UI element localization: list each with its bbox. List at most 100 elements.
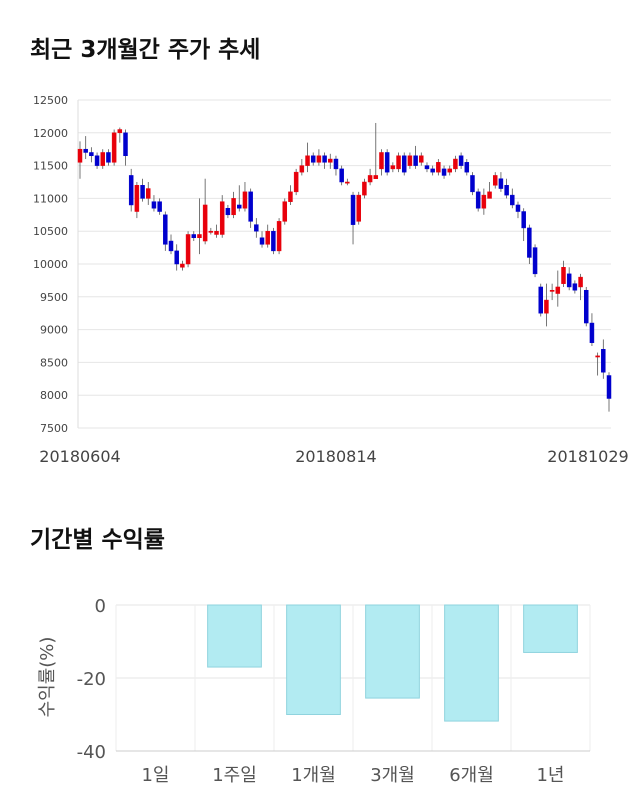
candle-body: [146, 188, 151, 199]
returns-chart-y-ticks: 0 -20 -40: [77, 596, 106, 763]
price-candlestick-chart: 7500 8000 8500 9000 9500 10000 10500 11000 11500…: [33, 94, 629, 466]
candle-body: [572, 283, 578, 291]
candle-body: [475, 191, 481, 209]
candle-body: [481, 194, 487, 209]
price-y-tick-label: 8000: [40, 389, 68, 402]
candle-body: [384, 152, 390, 173]
candle-body: [407, 155, 413, 166]
price-y-tick-label: 12000: [33, 127, 68, 140]
candle-body: [111, 132, 117, 163]
candle-body: [333, 158, 339, 170]
candle-body: [123, 132, 128, 157]
returns-bar: [286, 604, 341, 715]
returns-bar: [523, 604, 578, 653]
candle-body: [180, 263, 185, 268]
candle-body: [498, 178, 504, 189]
candle-body: [396, 155, 401, 170]
price-y-tick-label: 10500: [33, 225, 68, 238]
candle-body: [219, 201, 225, 235]
candle-body: [356, 194, 361, 222]
candle-body: [83, 148, 88, 153]
candle-body: [424, 165, 430, 170]
returns-x-tick-label: 1주일: [212, 765, 257, 786]
candle-body: [544, 299, 549, 314]
candle-body: [117, 129, 123, 134]
candle-body: [521, 211, 526, 229]
returns-bar: [444, 604, 499, 722]
candle-body: [248, 191, 253, 222]
candle-body: [430, 168, 435, 173]
returns-bar: [207, 604, 262, 668]
candle-body: [487, 191, 492, 199]
candle-body: [492, 175, 498, 186]
candle-body: [601, 349, 606, 373]
returns-x-tick-label: 1일: [141, 765, 169, 786]
candle-body: [151, 201, 157, 209]
returns-y-tick-label: -20: [77, 669, 106, 690]
price-y-tick-label: 11500: [33, 160, 68, 173]
candle-body: [265, 230, 270, 245]
candle-body: [276, 221, 282, 252]
returns-chart-gridlines: [115, 604, 591, 752]
candle-body: [390, 165, 396, 170]
price-chart-y-ticks: 7500 8000 8500 9000 9500 10000 10500 11000 11500…: [33, 94, 68, 435]
candle-body: [208, 230, 214, 233]
candle-body: [106, 152, 111, 163]
candle-body: [515, 204, 521, 212]
candle-body: [310, 155, 316, 163]
candle-body: [237, 204, 242, 209]
candle-body: [561, 267, 566, 284]
candle-body: [367, 175, 373, 183]
candle-body: [527, 227, 532, 258]
candle-body: [174, 250, 179, 265]
candle-body: [532, 247, 538, 275]
candle-body: [157, 201, 162, 212]
returns-y-axis-label: 수익률(%): [37, 637, 58, 718]
candle-body: [168, 240, 174, 252]
candle-body: [197, 234, 202, 239]
candle-body: [282, 201, 288, 222]
price-chart-gridlines: [77, 99, 611, 429]
candle-body: [163, 214, 168, 245]
returns-y-tick-label: 0: [95, 596, 106, 617]
candle-body: [185, 234, 191, 265]
candle-body: [453, 158, 458, 170]
period-returns-title: 기간별 수익률: [30, 527, 165, 553]
returns-x-tick-label: 1개월: [291, 765, 336, 786]
candle-body: [259, 237, 265, 245]
price-y-tick-label: 8500: [40, 356, 68, 369]
candle-body: [288, 191, 293, 202]
returns-x-tick-label: 6개월: [449, 765, 494, 786]
candle-body: [350, 194, 356, 225]
candle-body: [345, 181, 350, 184]
candle-body: [225, 207, 231, 216]
candle-body: [538, 286, 543, 314]
candle-body: [293, 171, 299, 193]
candle-body: [191, 234, 197, 239]
candle-body: [578, 276, 583, 288]
candle-body: [77, 148, 83, 163]
returns-bar: [365, 604, 420, 699]
candle-body: [413, 155, 418, 166]
candle-body: [214, 230, 219, 235]
returns-x-tick-label: 1년: [536, 765, 564, 786]
candle-body: [401, 155, 407, 173]
candle-body: [549, 289, 555, 292]
candle-body: [328, 158, 333, 163]
candle-body: [362, 181, 367, 196]
candle-body: [299, 165, 305, 173]
candle-body: [595, 355, 600, 358]
candle-body: [555, 286, 561, 294]
candle-body: [379, 152, 384, 170]
price-x-tick-label: 20181029: [547, 447, 628, 466]
candle-body: [140, 185, 145, 199]
candle-body: [305, 155, 310, 166]
price-chart-x-ticks: 20180604 20180814 20181029: [39, 447, 628, 466]
candle-body: [589, 322, 595, 343]
candle-body: [100, 152, 106, 166]
candle-body: [128, 175, 134, 206]
returns-x-tick-label: 3개월: [370, 765, 415, 786]
price-candles: [77, 122, 612, 412]
candle-body: [583, 289, 589, 324]
